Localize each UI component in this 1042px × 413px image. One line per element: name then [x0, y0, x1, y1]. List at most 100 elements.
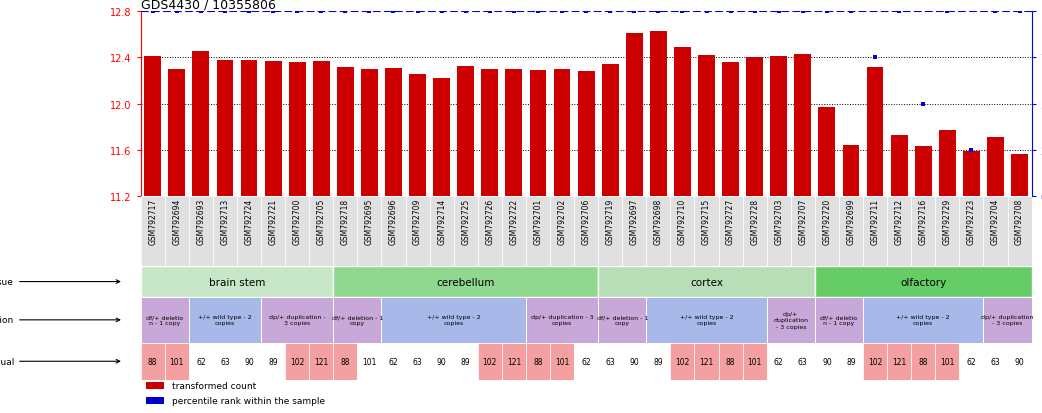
Bar [598, 343, 622, 380]
Text: 63: 63 [605, 357, 615, 366]
Text: df/+ deletion - 1
copy: df/+ deletion - 1 copy [331, 314, 383, 326]
Bar [867, 68, 884, 196]
Text: GSM792700: GSM792700 [293, 198, 302, 244]
Bar [960, 343, 984, 380]
Bar [646, 343, 670, 380]
Text: 88: 88 [918, 357, 928, 366]
Bar [453, 343, 478, 380]
Text: 101: 101 [747, 357, 762, 366]
Bar [502, 196, 526, 266]
Bar [381, 343, 405, 380]
Bar [598, 266, 815, 297]
Text: 62: 62 [389, 357, 398, 366]
Bar [262, 343, 286, 380]
Text: df/+ deletion - 1
copy: df/+ deletion - 1 copy [597, 314, 648, 326]
Bar [146, 382, 164, 389]
Bar [598, 196, 622, 266]
Bar [670, 343, 694, 380]
Bar [217, 61, 233, 196]
Bar [622, 196, 646, 266]
Bar [694, 343, 719, 380]
Text: GSM792725: GSM792725 [462, 198, 470, 244]
Text: 63: 63 [220, 357, 230, 366]
Bar [863, 297, 984, 343]
Bar [602, 65, 619, 196]
Text: GSM792712: GSM792712 [895, 198, 903, 244]
Text: GSM792709: GSM792709 [413, 198, 422, 244]
Text: 89: 89 [653, 357, 663, 366]
Bar [646, 196, 670, 266]
Bar [815, 266, 1032, 297]
Text: 90: 90 [244, 357, 254, 366]
Bar [453, 196, 478, 266]
Bar [481, 70, 498, 196]
Bar [839, 196, 863, 266]
Text: percentile rank within the sample: percentile rank within the sample [172, 396, 325, 405]
Bar [818, 108, 836, 196]
Bar [1011, 155, 1028, 196]
Text: GSM792724: GSM792724 [245, 198, 253, 244]
Text: GSM792703: GSM792703 [774, 198, 784, 244]
Bar [526, 297, 598, 343]
Bar [863, 196, 887, 266]
Text: 62: 62 [967, 357, 976, 366]
Bar [887, 196, 911, 266]
Bar [357, 343, 381, 380]
Bar [144, 57, 162, 196]
Bar [843, 146, 860, 196]
Bar [891, 135, 908, 196]
Bar [915, 147, 932, 196]
Bar [262, 297, 333, 343]
Bar [574, 196, 598, 266]
Text: 89: 89 [846, 357, 855, 366]
Text: GSM792701: GSM792701 [534, 198, 543, 244]
Text: GSM792717: GSM792717 [148, 198, 157, 244]
Text: 89: 89 [461, 357, 471, 366]
Text: 102: 102 [482, 357, 497, 366]
Bar [237, 343, 262, 380]
Bar [815, 196, 839, 266]
Text: cerebellum: cerebellum [437, 277, 495, 287]
Bar [286, 196, 309, 266]
Bar [526, 343, 550, 380]
Bar [550, 196, 574, 266]
Bar [213, 196, 237, 266]
Text: 121: 121 [506, 357, 521, 366]
Bar [289, 63, 305, 196]
Text: df/+ deletio
n - 1 copy: df/+ deletio n - 1 copy [820, 314, 858, 326]
Bar [1008, 196, 1032, 266]
Text: GSM792711: GSM792711 [870, 198, 879, 244]
Text: 102: 102 [290, 357, 304, 366]
Text: dp/+ duplication -
3 copies: dp/+ duplication - 3 copies [269, 314, 325, 326]
Bar [505, 70, 522, 196]
Text: 121: 121 [699, 357, 714, 366]
Bar [265, 62, 281, 196]
Bar [429, 343, 453, 380]
Bar [457, 66, 474, 196]
Bar [936, 343, 960, 380]
Bar [313, 62, 329, 196]
Bar [553, 70, 570, 196]
Text: GSM792704: GSM792704 [991, 198, 1000, 244]
Text: GSM792718: GSM792718 [341, 198, 350, 244]
Text: GSM792714: GSM792714 [438, 198, 446, 244]
Bar [262, 196, 286, 266]
Bar [746, 58, 763, 196]
Text: GSM792710: GSM792710 [678, 198, 687, 244]
Bar [1008, 343, 1032, 380]
Bar [333, 266, 598, 297]
Bar [237, 196, 262, 266]
Text: transformed count: transformed count [172, 381, 256, 390]
Bar [189, 343, 213, 380]
Text: 90: 90 [822, 357, 832, 366]
Bar [887, 343, 911, 380]
Bar [770, 57, 787, 196]
Text: GSM792698: GSM792698 [654, 198, 663, 244]
Bar [815, 343, 839, 380]
Text: GSM792728: GSM792728 [750, 198, 760, 244]
Bar [478, 196, 502, 266]
Bar [939, 131, 956, 196]
Bar [526, 196, 550, 266]
Bar [337, 68, 354, 196]
Bar [936, 196, 960, 266]
